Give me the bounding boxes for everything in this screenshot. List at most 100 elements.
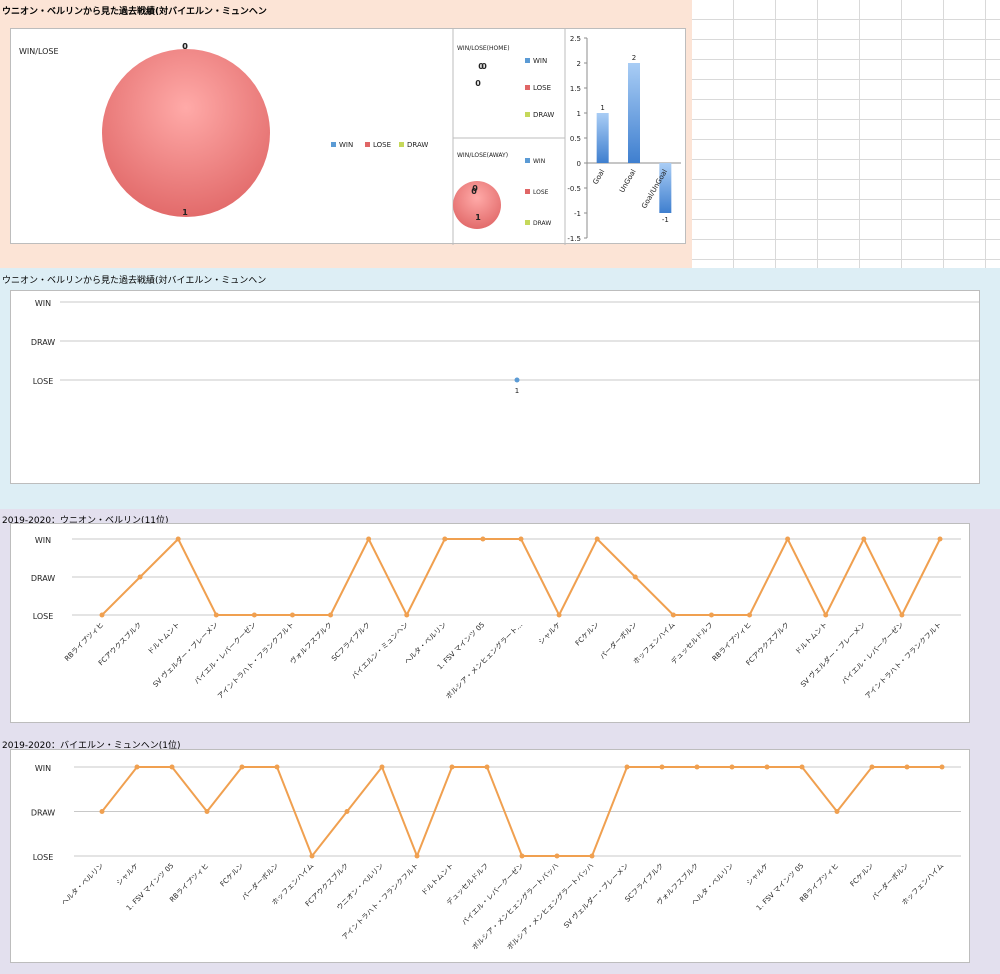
data-point (309, 853, 315, 859)
scatter-point (514, 377, 520, 383)
x-tick-label: バイエル・レバークーゼン (460, 861, 526, 927)
data-point (274, 764, 280, 770)
bayern-chart-panel: WIN DRAW LOSE ヘルタ・ベルリン シャルケ 1. FSV マインツ 05 RBラ… (10, 749, 970, 963)
legend-swatch-draw (525, 112, 530, 117)
spreadsheet-grid (692, 0, 1000, 268)
data-point (747, 612, 753, 618)
summary-chart-panel: WIN/LOSE 0 1 0 WIN LOSE DRAW WIN/LOSE(HOME) 0 0 0 W… (10, 28, 686, 245)
data-point (518, 536, 524, 542)
data-point (137, 574, 143, 580)
data-point (556, 612, 562, 618)
legend-label-lose: LOSE (533, 84, 551, 92)
union-section-title: 2019-2020：ウニオン・ベルリン(11位) (2, 516, 169, 526)
data-point (594, 536, 600, 542)
bar-goal-ungoal (659, 163, 672, 213)
pie-data-label-win: 0 (471, 187, 477, 196)
data-point (899, 612, 905, 618)
history-chart-panel: WIN DRAW LOSE 1 (10, 290, 980, 484)
pie-data-label-draw: 0 (472, 184, 478, 193)
x-tick-label: ボルシア・メンヒェングラート… (444, 620, 525, 701)
data-point (869, 764, 875, 770)
pie-data-label-draw: 0 (182, 42, 188, 51)
data-point (589, 853, 595, 859)
x-tick-label: シャルケ (115, 862, 140, 887)
data-point (785, 536, 791, 542)
data-point (624, 764, 630, 770)
history-chart-svg: WIN DRAW LOSE 1 (31, 299, 979, 395)
bar-y-tick-label: 1 (577, 110, 581, 118)
pie-data-label-win: 0 (182, 42, 188, 51)
pie-data-label-win: 0 (478, 62, 484, 71)
pie-data-label-lose: 1 (182, 208, 188, 217)
x-tick-label: アイントラハト・フランクフルト (216, 621, 296, 701)
bar-y-tick-label: 1.5 (570, 85, 581, 93)
bar-data-label-goal: 1 (600, 104, 604, 112)
legend-swatch-lose (525, 85, 530, 90)
x-tick-label: ドルトムント (794, 621, 829, 656)
x-tick-label: シャルケ (745, 862, 770, 887)
legend-label-draw: DRAW (533, 111, 554, 119)
y-label-draw: DRAW (31, 574, 55, 583)
legend-label-lose: LOSE (533, 189, 549, 196)
bar-y-tick-label: 0 (577, 160, 581, 168)
data-point (442, 536, 448, 542)
data-point (344, 809, 350, 814)
x-tick-label: バイエル・レバークーゼン (840, 620, 906, 686)
data-point (939, 764, 945, 770)
x-tick-label: ドルトムント (420, 862, 455, 897)
data-point (366, 536, 372, 542)
data-point (904, 764, 910, 770)
data-point (799, 764, 805, 770)
data-point (632, 574, 638, 580)
x-tick-label: アイントラハト・フランクフルト (341, 862, 421, 942)
data-point (670, 612, 676, 618)
bayern-section-title: 2019-2020：バイエルン・ミュンヘン(1位) (2, 741, 181, 751)
data-point (99, 809, 105, 814)
data-point (484, 764, 490, 770)
legend-swatch-win (331, 142, 336, 147)
legend-swatch-lose (365, 142, 370, 147)
data-point (449, 764, 455, 770)
y-label-lose: LOSE (33, 612, 54, 621)
pie-slice-lose (102, 49, 270, 217)
x-tick-label: SV ヴェルダー・ブレーメン (562, 861, 631, 930)
bar-data-label-goal-ungoal: -1 (662, 216, 669, 224)
legend-label-win: WIN (533, 57, 547, 65)
data-point (99, 612, 105, 618)
legend-label-draw: DRAW (407, 141, 428, 149)
data-point (823, 612, 829, 618)
y-label-draw: DRAW (31, 338, 55, 347)
x-tick-label: パーダーボルン (598, 620, 639, 661)
y-label-win: WIN (35, 764, 51, 773)
union-chart-panel: WIN DRAW LOSE RBライプツィヒ FCアウクスブルク ドルトムント SV ヴェル… (10, 523, 970, 723)
bar-y-tick-label: -1 (574, 210, 581, 218)
legend-label-lose: LOSE (373, 141, 391, 149)
pie-title: WIN/LOSE (19, 47, 59, 56)
legend-label-draw: DRAW (533, 220, 551, 227)
data-point (404, 612, 410, 618)
data-point (239, 764, 245, 770)
y-label-lose: LOSE (33, 853, 54, 862)
legend-swatch-draw (525, 220, 530, 225)
x-tick-label: FCケルン (219, 862, 246, 889)
bar-category-label-goal: Goal (591, 168, 606, 186)
bar-y-tick-label: 2.5 (570, 35, 581, 43)
data-point (480, 536, 486, 542)
x-tick-label: パーダーボルン (239, 861, 280, 902)
x-tick-label: ドルトムント (146, 621, 181, 656)
x-tick-label: FCケルン (574, 621, 601, 648)
data-point (708, 612, 714, 618)
head-to-head-summary-section: ウニオン・ベルリンから見た過去戦績(対バイエルン・ミュンヘン WIN/LOSE 0… (0, 0, 692, 268)
y-label-lose: LOSE (33, 377, 54, 386)
bar-data-label-ungoal: 2 (632, 54, 636, 62)
x-tick-label: RBライプツィヒ (63, 621, 105, 663)
scatter-data-label: 1 (515, 387, 519, 395)
data-point (861, 536, 867, 542)
pie-title: WIN/LOSE(HOME) (457, 45, 510, 52)
bar-ungoal (628, 63, 640, 163)
summary-charts-svg: WIN/LOSE 0 1 0 WIN LOSE DRAW WIN/LOSE(HOME) 0 0 0 W… (19, 29, 681, 245)
data-point (251, 612, 257, 618)
data-point (204, 809, 210, 814)
x-tick-label: ヘルタ・ベルリン (59, 861, 105, 907)
